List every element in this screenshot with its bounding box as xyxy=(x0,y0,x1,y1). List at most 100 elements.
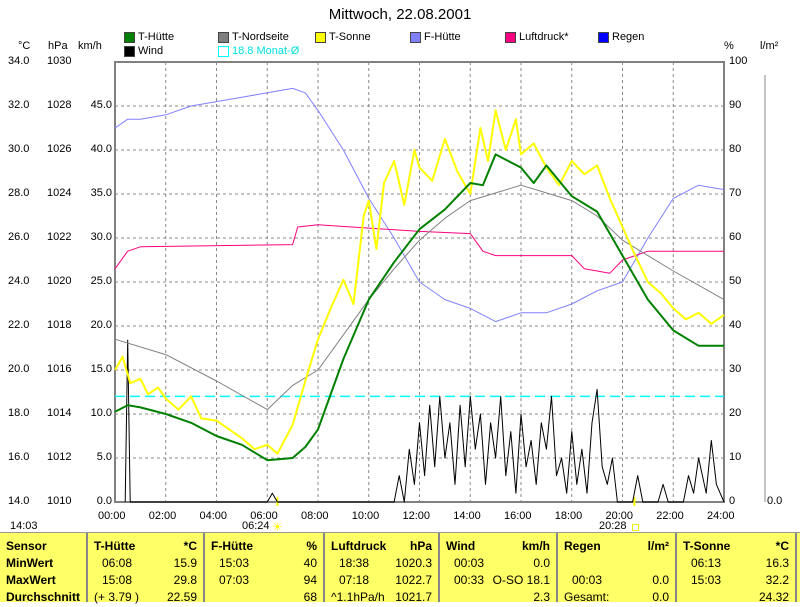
value-row: 15:03 32.2 xyxy=(683,573,789,590)
legend-label: T-Hütte xyxy=(138,31,175,43)
value-row: 00:03 0.0 xyxy=(564,573,669,590)
wind-tick-label: 30.0 xyxy=(90,231,112,243)
wind-tick-label: 15.0 xyxy=(90,363,112,375)
row-label: Sensor xyxy=(6,539,47,553)
value-time: 00:03 xyxy=(454,556,485,570)
x-tick-label: 06:00 xyxy=(250,510,278,522)
legend-monthly-avg: 18.8 Monat-Ø xyxy=(218,45,299,57)
value-time: (+ 3.79 ) xyxy=(94,590,140,604)
rain-unit: l/m² xyxy=(760,40,779,52)
sensor-column: Wind km/h 00:03 0.0 00:33 O-SO 18.1 2.3 xyxy=(440,533,558,604)
legend-label: Wind xyxy=(138,45,164,57)
wind-tick-label: 40.0 xyxy=(90,143,112,155)
humidity-tick-label: 10 xyxy=(729,451,742,463)
wind-tick-label: 35.0 xyxy=(90,187,112,199)
value-row: 2.3 xyxy=(446,590,550,607)
temp-tick-label: 16.0 xyxy=(8,451,30,463)
value-row: 15:08 29.8 xyxy=(94,573,197,590)
value-row: 07:03 94 xyxy=(211,573,317,590)
row-label: MaxWert xyxy=(6,573,56,587)
value-row: 00:33 O-SO 18.1 xyxy=(446,573,550,590)
value: 0.0 xyxy=(652,590,669,604)
value: 1021.7 xyxy=(395,590,432,604)
sensor-unit: km/h xyxy=(521,539,550,553)
value-row: 15:03 40 xyxy=(211,556,317,573)
temp-tick-label: 26.0 xyxy=(8,231,30,243)
temp-unit: °C xyxy=(18,40,31,52)
value: O-SO 18.1 xyxy=(492,573,550,587)
humidity-tick-label: 100 xyxy=(729,55,748,67)
sun-icon: ☀ xyxy=(272,520,283,534)
legend-item: Regen xyxy=(598,31,644,43)
column-header: Wind km/h xyxy=(446,539,550,556)
value-time: 15:03 xyxy=(219,556,250,570)
row-label: Durchschnitt xyxy=(6,590,81,604)
pressure-tick-label: 1028 xyxy=(47,99,72,111)
x-tick-label: 04:00 xyxy=(199,510,228,522)
sensor-column: F-Hütte% 15:03 40 07:03 94 68 xyxy=(205,533,325,604)
value: 0.0 xyxy=(652,573,669,587)
temp-tick-label: 30.0 xyxy=(8,143,30,155)
legend-item: F-Hütte xyxy=(410,31,461,43)
x-tick-label: 18:00 xyxy=(554,510,583,522)
value: 1020.3 xyxy=(395,556,432,570)
series-t-h-tte xyxy=(114,153,724,462)
temp-tick-label: 28.0 xyxy=(8,187,30,199)
legend-swatch xyxy=(598,31,609,43)
wind-tick-label: 0.0 xyxy=(96,495,112,507)
statistics-table: Sensor MinWert MaxWert Durchschnitt T-Hütte *… xyxy=(0,532,800,604)
current-time: 14:03 xyxy=(10,520,38,532)
x-tick-label: 08:00 xyxy=(301,510,329,522)
temp-tick-label: 20.0 xyxy=(8,363,30,375)
sensor-column: T-Hütte *C 06:08 15.9 15:08 29.8 (+ 3.79 ) 22.5… xyxy=(88,533,205,604)
legend-item: T-Nordseite xyxy=(218,31,289,43)
series-t-sonne xyxy=(114,109,725,455)
legend-swatch xyxy=(315,31,326,43)
value-row: 00:03 0.0 xyxy=(446,556,550,573)
legend-swatch xyxy=(505,31,516,43)
value-time: 06:13 xyxy=(691,556,722,570)
pressure-tick-label: 1012 xyxy=(47,451,72,463)
legend-label: Regen xyxy=(612,31,645,43)
legend-label: Luftdruck* xyxy=(519,31,569,43)
pressure-tick-label: 1016 xyxy=(47,363,72,375)
temp-tick-label: 22.0 xyxy=(8,319,30,331)
temp-tick-label: 34.0 xyxy=(8,55,30,67)
humidity-tick-label: 90 xyxy=(729,99,742,111)
value-row: (+ 3.79 ) 22.59 xyxy=(94,590,197,607)
legend-label: 18.8 Monat-Ø xyxy=(232,45,300,57)
pressure-tick-label: 1024 xyxy=(47,187,72,199)
value: 22.59 xyxy=(166,590,197,604)
sensor-name: T-Hütte xyxy=(94,539,136,553)
value-row: 06:08 15.9 xyxy=(94,556,197,573)
value: 1022.7 xyxy=(395,573,432,587)
rain-tick-label: 0.0 xyxy=(767,495,783,507)
legend-label: T-Sonne xyxy=(329,31,371,43)
sensor-label-column: Sensor MinWert MaxWert Durchschnitt xyxy=(0,533,88,604)
value-time xyxy=(564,556,572,573)
sunset-time: 20:28 xyxy=(599,520,627,532)
wind-tick-label: 25.0 xyxy=(90,275,112,287)
wind-tick-label: 10.0 xyxy=(90,407,112,419)
pressure-tick-label: 1022 xyxy=(47,231,72,243)
sensor-unit: *C xyxy=(775,539,789,553)
value-time: 15:08 xyxy=(102,573,133,587)
value-time: 00:33 xyxy=(454,573,485,587)
legend-item: Luftdruck* xyxy=(505,31,569,43)
temp-tick-label: 24.0 xyxy=(8,275,30,287)
sensor-name: Regen xyxy=(564,539,601,553)
value-row: 06:13 16.3 xyxy=(683,556,789,573)
value: 32.2 xyxy=(765,573,789,587)
value-row: 07:18 1022.7 xyxy=(331,573,432,590)
column-header: Luftdruck hPa xyxy=(331,539,432,556)
legend-swatch xyxy=(410,31,421,43)
pressure-tick-label: 1010 xyxy=(47,495,72,507)
legend-swatch xyxy=(124,31,135,43)
sensor-name: F-Hütte xyxy=(211,539,253,553)
weather-chart xyxy=(114,61,766,506)
sensor-column: T-Sonne *C 06:13 16.3 15:03 32.2 24.32 xyxy=(677,533,797,604)
series-luftdruck xyxy=(114,224,724,274)
humidity-tick-label: 60 xyxy=(729,231,742,243)
legend-label: T-Nordseite xyxy=(232,31,289,43)
x-tick-label: 16:00 xyxy=(504,510,532,522)
